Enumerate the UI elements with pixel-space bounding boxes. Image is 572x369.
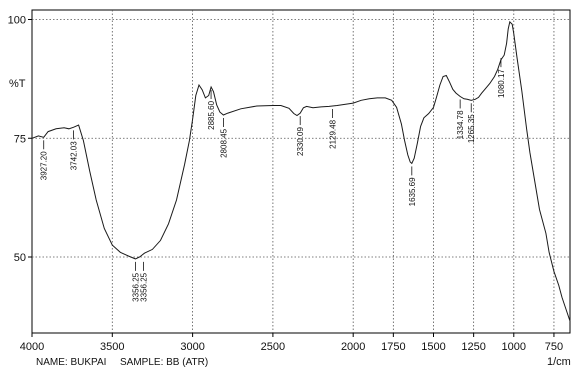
x-tick-label: 1500	[421, 341, 445, 353]
axis-ticks: 4000 3500 3000 2500 2000 1750 1500 1250 1000 750 1…	[8, 15, 563, 354]
peak-annotation: 1080.17	[497, 58, 506, 98]
peak-label: 1080.17	[497, 69, 506, 98]
peak-annotation: 3356.25	[139, 261, 148, 302]
peak-annotation: 2885.60	[207, 89, 216, 130]
x-tick-label: 2000	[341, 341, 365, 353]
peak-label: 2129.48	[328, 119, 337, 148]
peak-annotations: 3927.20 3742.03 3356.25 3356.25 2885.602808.…	[40, 58, 506, 302]
x-tick-label: 2500	[261, 341, 285, 353]
peak-label: 1635.69	[408, 177, 417, 206]
peak-label: 3356.25	[139, 272, 148, 301]
x-tick-label: 750	[545, 341, 563, 353]
peak-label: 1265.35	[467, 114, 476, 143]
peak-annotation: 2330.09	[296, 116, 305, 156]
x-tick-label: 1250	[461, 341, 485, 353]
peak-annotation: 3927.20	[40, 140, 49, 180]
peak-label: 1334.78	[456, 110, 465, 139]
peak-label: 3742.03	[69, 141, 78, 170]
plot-area	[31, 9, 571, 334]
spectrum-line	[31, 20, 571, 322]
x-tick-label: 1750	[381, 341, 405, 353]
grid-lines	[32, 10, 570, 333]
y-tick-label: 100	[8, 15, 26, 27]
footer-sample: SAMPLE: BB (ATR)	[120, 357, 208, 368]
peak-annotation: 1635.69	[408, 166, 417, 206]
peak-label: 3356.25	[131, 272, 140, 301]
peak-label: 3927.20	[40, 151, 49, 180]
peak-annotation: 1265.35	[467, 103, 476, 143]
y-axis-label: %T	[9, 78, 26, 90]
peak-label: 2808.45	[219, 128, 228, 157]
peak-annotation: 3356.25	[131, 261, 140, 302]
peak-label: 2330.09	[296, 127, 305, 156]
x-axis-unit-label: 1/cm	[547, 356, 571, 368]
x-tick-label: 4000	[20, 341, 44, 353]
x-tick-label: 1000	[502, 341, 526, 353]
peak-annotation: 2808.45	[219, 117, 228, 158]
peak-label: 2885.60	[207, 100, 216, 129]
peak-annotation: 3742.03	[69, 130, 78, 170]
peak-annotation: 2129.48	[328, 108, 337, 149]
y-tick-label: 75	[14, 133, 26, 145]
x-tick-label: 3500	[100, 341, 124, 353]
footer-name: NAME: BUKPAI	[36, 357, 106, 368]
y-tick-label: 50	[14, 252, 26, 264]
peak-annotation: 1334.78	[456, 99, 465, 139]
x-tick-label: 3000	[180, 341, 204, 353]
